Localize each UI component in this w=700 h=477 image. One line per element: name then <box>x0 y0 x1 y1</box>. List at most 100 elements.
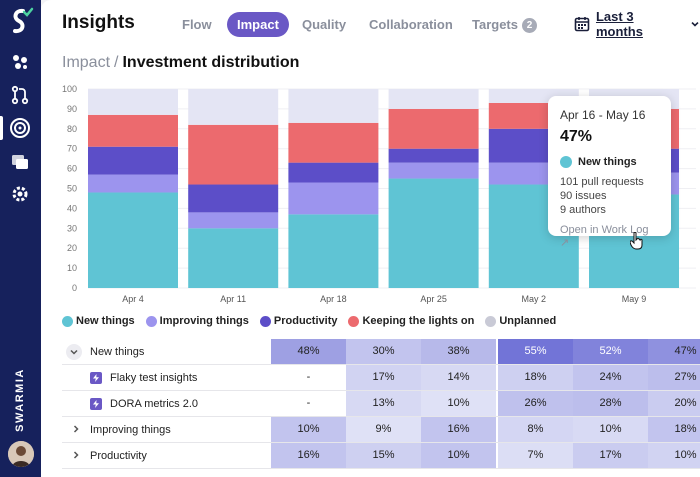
bar-segment-unplanned[interactable] <box>188 89 279 125</box>
bar-segment-new-things[interactable] <box>388 178 479 288</box>
tooltip-category-label: New things <box>578 156 637 168</box>
tab-targets[interactable]: Targets 2 <box>472 12 537 37</box>
brand-wordmark: SWARMIA <box>14 368 27 432</box>
table-cell: 10% <box>421 391 496 416</box>
gear-icon[interactable] <box>8 182 32 206</box>
legend-color-dot <box>348 315 360 327</box>
bar-segment-new-things[interactable] <box>288 214 379 288</box>
y-tick-label: 90 <box>67 104 77 114</box>
swarmia-logo-icon[interactable] <box>6 6 34 36</box>
legend-label: Improving things <box>159 315 249 327</box>
tab-flow[interactable]: Flow <box>182 17 212 32</box>
table-cell: - <box>271 391 346 416</box>
targets-count-badge: 2 <box>522 18 537 33</box>
y-tick-label: 50 <box>67 184 77 194</box>
legend-item[interactable]: Productivity <box>259 315 337 327</box>
row-label: New things <box>90 346 145 358</box>
tooltip-range: Apr 16 - May 16 <box>560 108 646 122</box>
bar-segment-unplanned[interactable] <box>388 89 479 109</box>
calendar-icon <box>574 17 590 32</box>
table-cell: 7% <box>498 443 573 468</box>
dots-cluster-icon[interactable] <box>8 50 32 74</box>
y-tick-label: 30 <box>67 223 77 233</box>
y-tick-label: 70 <box>67 144 77 154</box>
tooltip-color-dot <box>560 156 572 168</box>
chevron-down-icon <box>691 21 699 27</box>
bar-segment-improving-things[interactable] <box>288 182 379 215</box>
breadcrumb-parent[interactable]: Impact <box>62 54 111 71</box>
bar-segment-productivity[interactable] <box>288 162 379 183</box>
table-cell: 48% <box>271 339 346 364</box>
legend-item[interactable]: Improving things <box>145 315 249 327</box>
legend-item[interactable]: Unplanned <box>485 315 556 327</box>
tab-collaboration[interactable]: Collaboration <box>369 17 453 32</box>
row-label: Improving things <box>90 424 171 436</box>
legend-item[interactable]: Keeping the lights on <box>348 315 474 327</box>
table-cell: 18% <box>498 365 573 390</box>
chevron-right-icon[interactable] <box>69 448 83 462</box>
tooltip-pull-requests: 101 pull requests <box>560 176 644 188</box>
tooltip-authors: 9 authors <box>560 204 606 216</box>
breadcrumb: Impact / Investment distribution <box>62 54 299 72</box>
legend-item[interactable]: New things <box>62 315 135 327</box>
bar-segment-keeping-the-lights-on[interactable] <box>288 122 379 163</box>
table-cell: 10% <box>271 417 346 442</box>
legend-color-dot <box>62 315 73 327</box>
legend-label: New things <box>76 315 135 327</box>
chevron-right-icon[interactable] <box>69 422 83 436</box>
bar-segment-productivity[interactable] <box>388 148 479 163</box>
table-cell: 18% <box>648 417 700 442</box>
x-tick-label: Apr 4 <box>122 294 144 304</box>
bar-segment-unplanned[interactable] <box>88 89 178 115</box>
avatar[interactable] <box>8 441 34 467</box>
tab-impact[interactable]: Impact <box>227 12 289 37</box>
table-cell: 47% <box>648 339 700 364</box>
bar-segment-new-things[interactable] <box>188 228 279 288</box>
row-label: DORA metrics 2.0 <box>110 398 199 410</box>
table-cell: 26% <box>498 391 573 416</box>
table-cell: 10% <box>648 443 700 468</box>
table-row[interactable]: Flaky test insights -17% 14% 18% 24% 27% <box>62 365 700 391</box>
legend-label: Keeping the lights on <box>362 315 475 327</box>
tab-quality[interactable]: Quality <box>302 17 347 32</box>
project-icon <box>90 372 102 384</box>
table-row[interactable]: New things 48% 30% 38% 55% 52% 47% <box>62 339 700 365</box>
table-row[interactable]: Productivity 16% 15% 10% 7% 17% 10% <box>62 443 700 469</box>
table-row[interactable]: Improving things 10% 9% 16% 8% 10% 18% <box>62 417 700 443</box>
open-in-work-log-link[interactable]: Open in Work Log ↗ <box>560 224 649 249</box>
bar-segment-productivity[interactable] <box>88 146 178 175</box>
table-cell: 14% <box>421 365 496 390</box>
pull-request-icon[interactable] <box>8 83 32 107</box>
bar-segment-improving-things[interactable] <box>88 174 178 193</box>
bar-segment-new-things[interactable] <box>88 192 178 288</box>
chart-legend: New things Improving things Productivity Ke… <box>62 315 556 327</box>
chevron-down-icon[interactable] <box>66 344 82 360</box>
date-range-label: Last 3 months <box>595 9 643 39</box>
date-range-picker[interactable]: Last 3 months <box>574 9 700 39</box>
table-cell: 17% <box>346 365 421 390</box>
tab-label: Targets <box>472 17 518 32</box>
bar-segment-keeping-the-lights-on[interactable] <box>188 124 279 185</box>
legend-color-dot <box>259 315 271 327</box>
table-cell: 24% <box>573 365 648 390</box>
bar-segment-improving-things[interactable] <box>188 212 279 229</box>
chart-tooltip: Apr 16 - May 16 47% New things 101 pull … <box>548 96 671 249</box>
tooltip-issues: 90 issues <box>560 190 607 202</box>
x-tick-label: Apr 18 <box>320 294 347 304</box>
table-cell: 16% <box>271 443 346 468</box>
bar-segment-improving-things[interactable] <box>388 162 479 179</box>
breadcrumb-current: Investment distribution <box>122 54 300 71</box>
table-row[interactable]: DORA metrics 2.0 -13% 10% 26% 28% 20% <box>62 391 700 417</box>
table-cell: 10% <box>421 443 496 468</box>
x-tick-label: May 2 <box>522 294 547 304</box>
folders-icon[interactable] <box>8 150 32 174</box>
bar-segment-keeping-the-lights-on[interactable] <box>88 114 178 147</box>
bar-segment-keeping-the-lights-on[interactable] <box>388 108 479 149</box>
legend-color-dot <box>145 315 157 327</box>
sidebar: SWARMIA <box>0 0 41 477</box>
bar-segment-productivity[interactable] <box>188 184 279 213</box>
target-icon[interactable] <box>8 116 32 140</box>
y-tick-label: 60 <box>67 164 77 174</box>
distribution-table: New things 48% 30% 38% 55% 52% 47% Flaky test i… <box>62 339 700 469</box>
bar-segment-unplanned[interactable] <box>288 89 379 123</box>
